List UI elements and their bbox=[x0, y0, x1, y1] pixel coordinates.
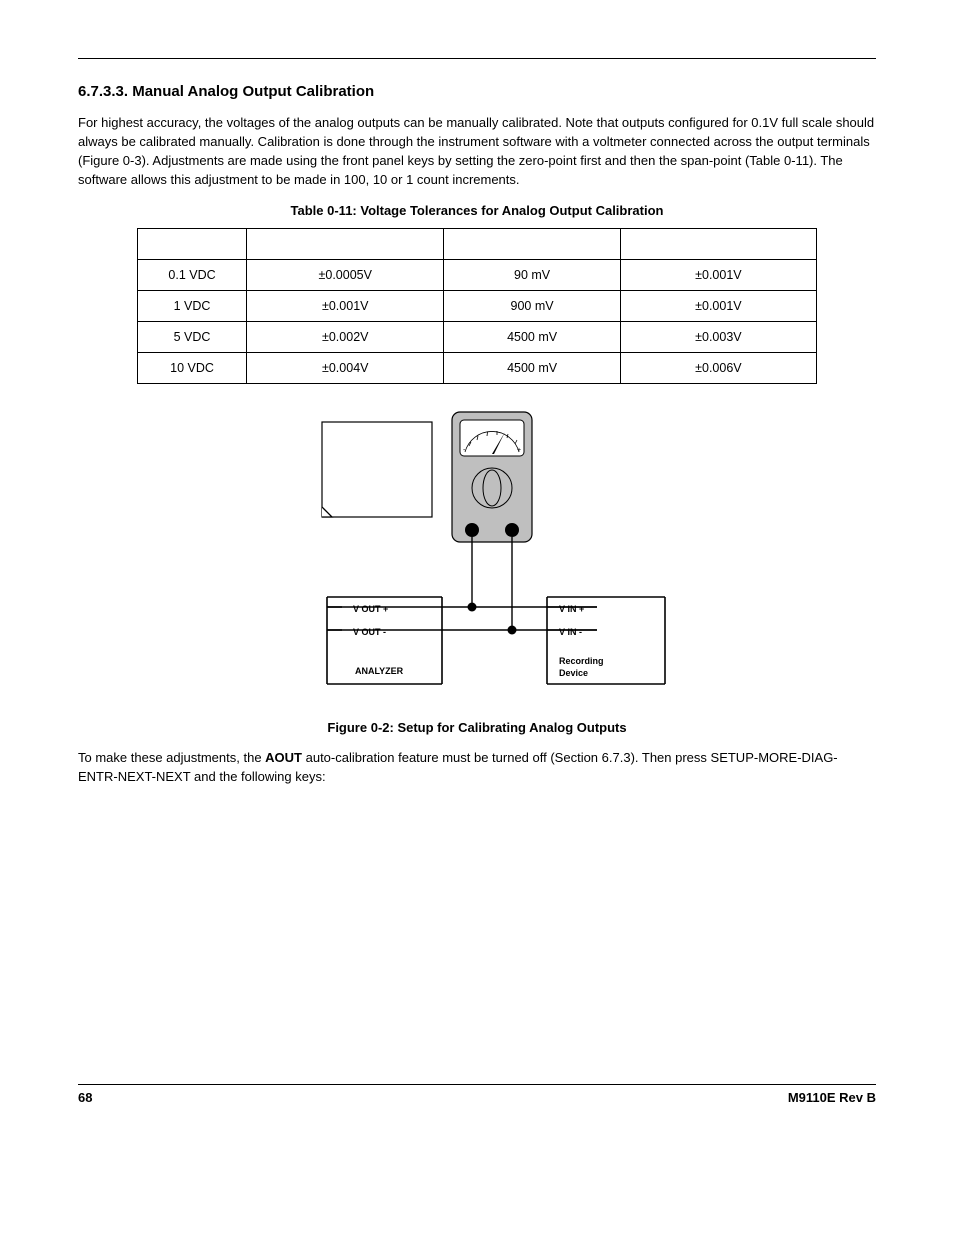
p2-pre: To make these adjustments, the bbox=[78, 750, 265, 765]
label-analyzer: ANALYZER bbox=[355, 666, 404, 676]
tolerance-table: 0.1 VDC ±0.0005V 90 mV ±0.001V 1 VDC ±0.… bbox=[137, 228, 817, 384]
table-cell: ±0.004V bbox=[247, 353, 444, 384]
doc-revision: M9110E Rev B bbox=[788, 1090, 876, 1105]
table-cell: ±0.001V bbox=[247, 291, 444, 322]
table-cell: 90 mV bbox=[444, 260, 620, 291]
figure-caption: Figure 0-2: Setup for Calibrating Analog… bbox=[78, 720, 876, 735]
page-number: 68 bbox=[78, 1090, 92, 1105]
table-cell: 1 VDC bbox=[138, 291, 247, 322]
table-cell: 4500 mV bbox=[444, 353, 620, 384]
table-cell: 5 VDC bbox=[138, 322, 247, 353]
page: 6.7.3.3. Manual Analog Output Calibratio… bbox=[0, 0, 954, 1235]
table-header-cell bbox=[444, 229, 620, 260]
label-recording-1: Recording bbox=[559, 656, 604, 666]
figure-area: - + bbox=[78, 402, 876, 712]
table-cell: 900 mV bbox=[444, 291, 620, 322]
table-header-row bbox=[138, 229, 817, 260]
table-cell: ±0.003V bbox=[620, 322, 816, 353]
label-vout-plus: V OUT + bbox=[353, 604, 388, 614]
table-header-cell bbox=[138, 229, 247, 260]
table-header-cell bbox=[247, 229, 444, 260]
p2-bold: AOUT bbox=[265, 750, 302, 765]
table-cell: ±0.0005V bbox=[247, 260, 444, 291]
table-row: 10 VDC ±0.004V 4500 mV ±0.006V bbox=[138, 353, 817, 384]
footer: 68 M9110E Rev B bbox=[78, 1090, 876, 1105]
section-title-text: Manual Analog Output Calibration bbox=[132, 83, 374, 100]
paragraph-1: For highest accuracy, the voltages of th… bbox=[78, 114, 876, 189]
table-row: 1 VDC ±0.001V 900 mV ±0.001V bbox=[138, 291, 817, 322]
section-number: 6.7.3.3. bbox=[78, 83, 128, 100]
svg-text:+: + bbox=[517, 447, 521, 454]
table-cell: ±0.002V bbox=[247, 322, 444, 353]
footer-rule bbox=[78, 1084, 876, 1085]
table-cell: 10 VDC bbox=[138, 353, 247, 384]
label-recording-2: Device bbox=[559, 668, 588, 678]
section-heading: 6.7.3.3. Manual Analog Output Calibratio… bbox=[78, 83, 876, 100]
table-cell: 4500 mV bbox=[444, 322, 620, 353]
notepad-icon bbox=[322, 422, 432, 517]
paragraph-2: To make these adjustments, the AOUT auto… bbox=[78, 749, 876, 787]
label-vin-minus: V IN - bbox=[559, 627, 582, 637]
top-rule bbox=[78, 58, 876, 59]
label-vin-plus: V IN + bbox=[559, 604, 584, 614]
table-cell: ±0.006V bbox=[620, 353, 816, 384]
table-cell: ±0.001V bbox=[620, 291, 816, 322]
table-header-cell bbox=[620, 229, 816, 260]
table-row: 5 VDC ±0.002V 4500 mV ±0.003V bbox=[138, 322, 817, 353]
table-row: 0.1 VDC ±0.0005V 90 mV ±0.001V bbox=[138, 260, 817, 291]
calibration-diagram: - + bbox=[247, 402, 707, 712]
table-caption: Table 0-11: Voltage Tolerances for Analo… bbox=[78, 203, 876, 218]
voltmeter-icon: - + bbox=[452, 412, 532, 542]
table-cell: 0.1 VDC bbox=[138, 260, 247, 291]
table-cell: ±0.001V bbox=[620, 260, 816, 291]
label-vout-minus: V OUT - bbox=[353, 627, 386, 637]
